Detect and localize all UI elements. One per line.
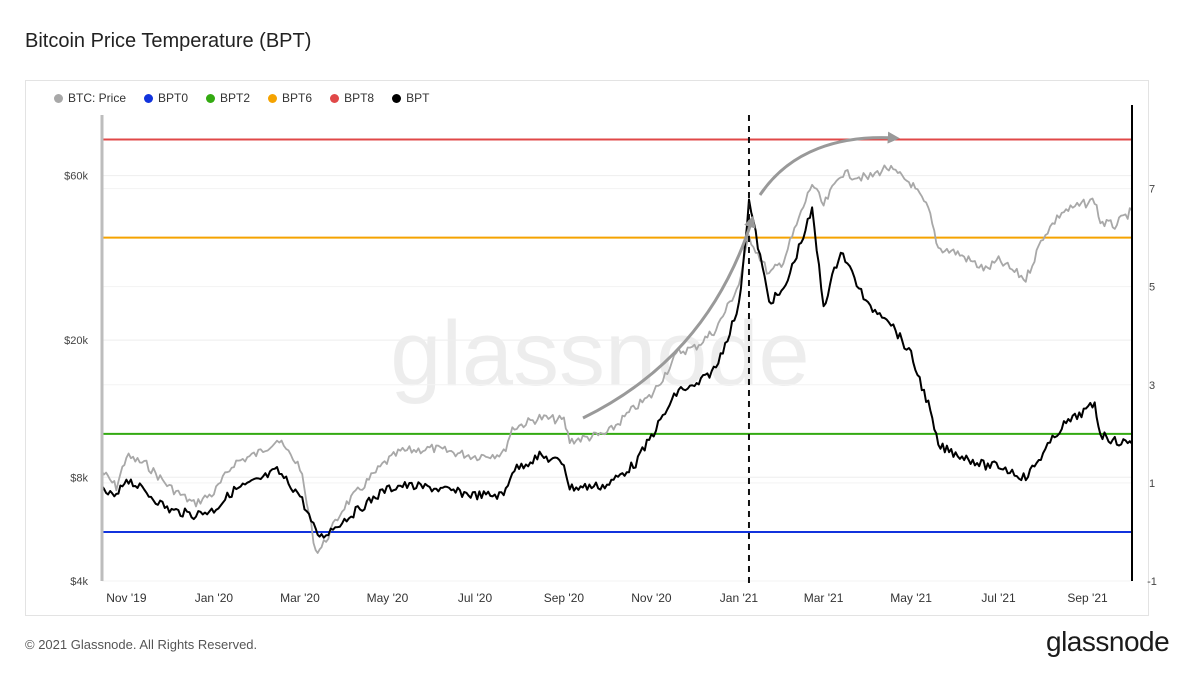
legend-label-bpt2: BPT2 bbox=[220, 91, 251, 105]
legend-label-bpt: BPT bbox=[406, 91, 430, 105]
legend-label-price: BTC: Price bbox=[68, 91, 127, 105]
legend-item-bpt6[interactable]: BPT6 bbox=[268, 91, 312, 105]
legend-item-bpt2[interactable]: BPT2 bbox=[206, 91, 250, 105]
copyright-text: © 2021 Glassnode. All Rights Reserved. bbox=[25, 637, 258, 652]
legend-label-bpt8: BPT8 bbox=[344, 91, 375, 105]
legend-label-bpt6: BPT6 bbox=[282, 91, 313, 105]
legend-dot-bpt6-icon bbox=[268, 93, 278, 103]
y-right-tick-label: 3 bbox=[1149, 380, 1155, 392]
y-right-tick-label: 5 bbox=[1149, 282, 1155, 294]
y-right-tick-label: 7 bbox=[1149, 184, 1155, 196]
chart-panel: BTC: Price BPT0 BPT2 BPT6 BPT8 BPT bbox=[25, 80, 1149, 616]
legend-dot-bpt0-icon bbox=[144, 93, 154, 103]
legend-dot-bpt-icon bbox=[392, 93, 402, 103]
page-title: Bitcoin Price Temperature (BPT) bbox=[25, 30, 312, 52]
legend-item-bpt0[interactable]: BPT0 bbox=[144, 91, 188, 105]
y-right-tick-label: 1 bbox=[1149, 478, 1155, 490]
legend-dot-bpt2-icon bbox=[206, 93, 216, 103]
legend-dot-price-icon bbox=[54, 93, 63, 103]
legend-dot-bpt8-icon bbox=[330, 93, 340, 103]
legend-label-bpt0: BPT0 bbox=[158, 91, 189, 105]
legend: BTC: Price BPT0 BPT2 BPT6 BPT8 BPT bbox=[54, 91, 429, 105]
brand-logo: glassnode bbox=[1046, 626, 1170, 657]
legend-item-bpt8[interactable]: BPT8 bbox=[330, 91, 374, 105]
legend-item-bpt[interactable]: BPT bbox=[392, 91, 429, 105]
legend-item-price[interactable]: BTC: Price bbox=[54, 91, 126, 105]
